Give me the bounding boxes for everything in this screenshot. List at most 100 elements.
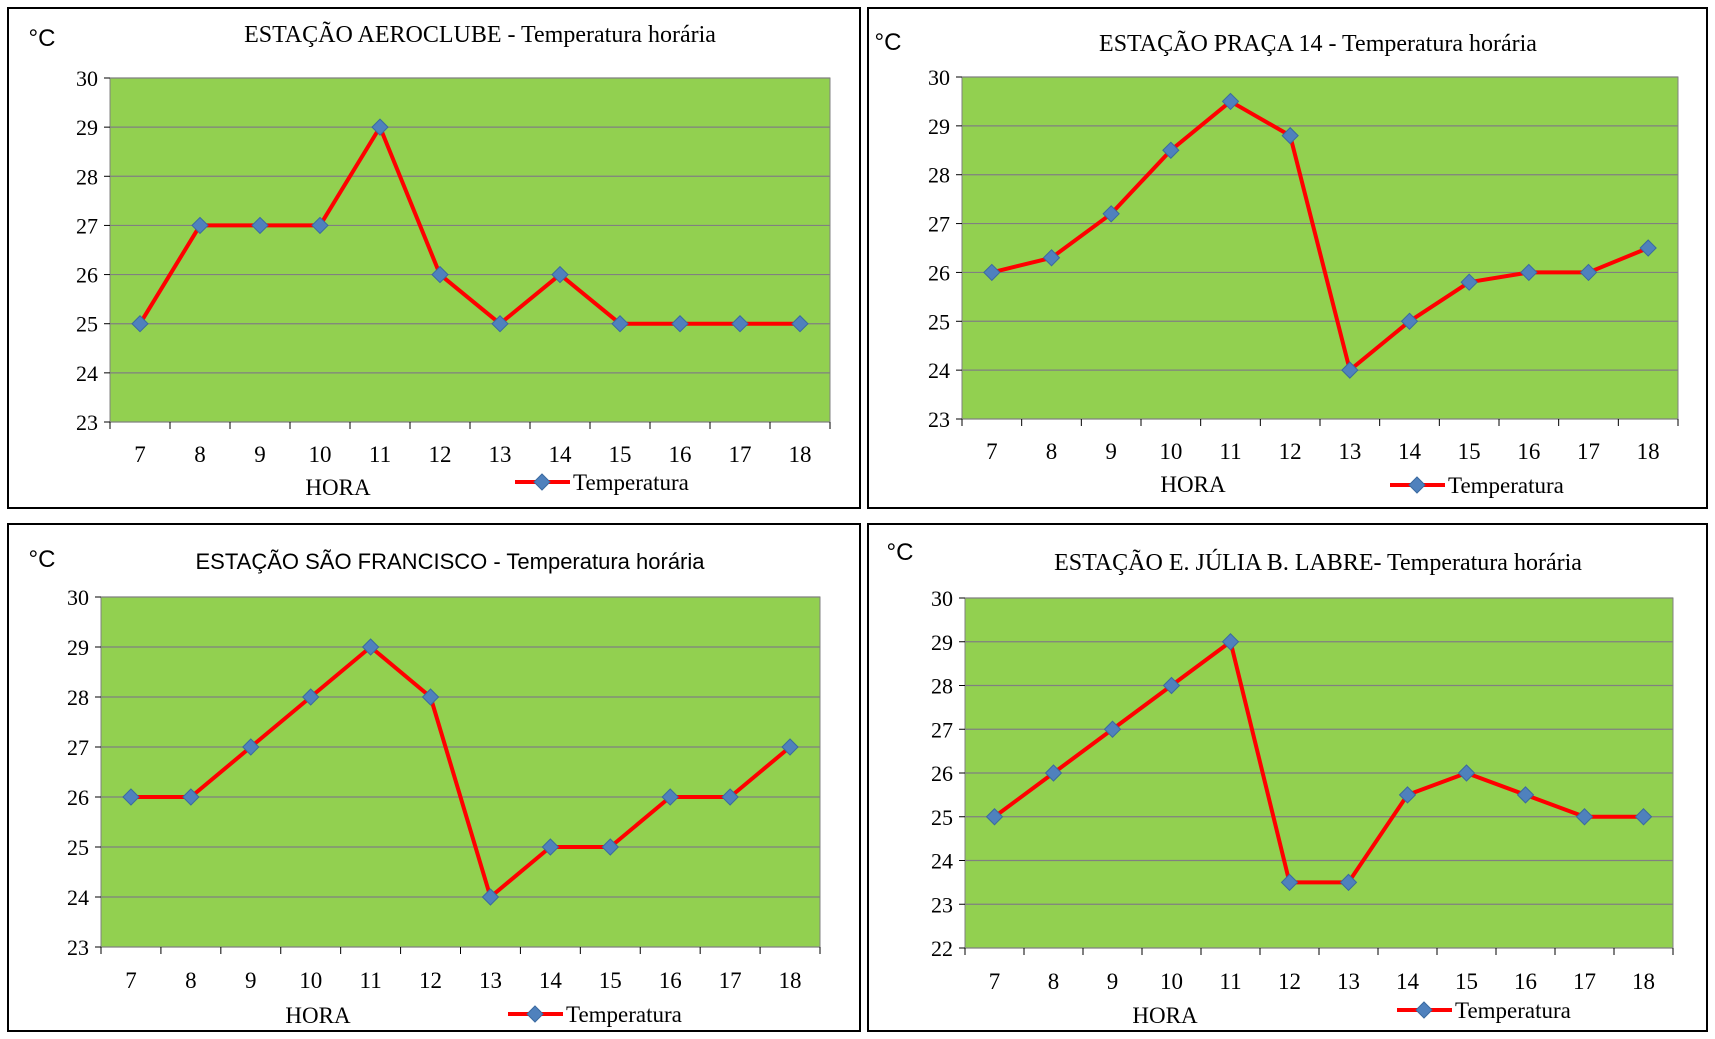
x-tick-label: 12 <box>429 442 452 467</box>
x-tick-label: 16 <box>1514 969 1537 994</box>
x-axis-title: HORA <box>1132 1003 1198 1028</box>
data-point <box>302 688 320 706</box>
y-tick-label: 25 <box>928 309 950 334</box>
data-point <box>541 838 560 856</box>
y-tick-label: 23 <box>67 935 89 960</box>
x-tick-label: 11 <box>360 968 382 993</box>
data-point <box>1341 361 1359 379</box>
y-tick-label: 30 <box>67 585 89 610</box>
legend: Temperatura <box>515 470 689 495</box>
legend-label: Temperatura <box>566 1002 682 1027</box>
data-point <box>191 216 209 235</box>
data-point <box>1280 873 1299 892</box>
x-tick-label: 9 <box>254 442 266 467</box>
x-tick-label: 12 <box>419 968 442 993</box>
data-point <box>1281 126 1299 145</box>
data-point <box>251 216 269 235</box>
x-tick-label: 14 <box>539 968 563 993</box>
y-tick-label: 24 <box>931 849 953 874</box>
chart-julia-labre: 22 23 24 25 26 27 28 29 30 7 8 9 10 11 12 13 14 15 16 17 18 E… <box>867 523 1708 1032</box>
y-axis-unit: °C <box>875 29 902 56</box>
legend: Temperatura <box>1390 473 1564 498</box>
x-tick-label: 14 <box>1396 969 1420 994</box>
data-point <box>721 788 739 806</box>
x-tick-label: 7 <box>134 442 146 467</box>
chart-title: ESTAÇÃO PRAÇA 14 - Temperatura horária <box>1099 31 1537 57</box>
legend-label: Temperatura <box>1455 998 1571 1023</box>
data-point <box>781 738 799 756</box>
x-tick-label: 11 <box>1219 439 1241 464</box>
x-axis-title: HORA <box>285 1003 351 1028</box>
data-point <box>1520 263 1538 282</box>
data-point <box>611 315 629 333</box>
x-tick-label: 18 <box>1637 439 1660 464</box>
data-point <box>985 808 1004 826</box>
x-tick-label: 10 <box>309 442 332 467</box>
legend-marker-swatch <box>1415 1001 1433 1019</box>
y-tick-label: 23 <box>76 410 98 435</box>
y-axis-unit: °C <box>29 546 56 573</box>
chart-sao-francisco: 23 24 25 26 27 28 29 30 7 8 9 10 11 12 13 14 15 16 17 18 EST… <box>7 523 861 1032</box>
data-point <box>1460 273 1478 291</box>
y-tick-label: 24 <box>76 361 98 386</box>
x-tick-label: 13 <box>1337 969 1360 994</box>
x-tick-label: 8 <box>194 442 206 467</box>
x-tick-label: 14 <box>549 442 573 467</box>
data-point <box>371 118 389 136</box>
data-point <box>1398 786 1417 804</box>
y-tick-label: 28 <box>931 674 953 699</box>
legend-label: Temperatura <box>1448 473 1564 498</box>
plot-area <box>100 596 821 948</box>
x-axis-title: HORA <box>1160 472 1226 497</box>
y-tick-label: 27 <box>931 717 953 742</box>
x-tick-label: 12 <box>1279 439 1302 464</box>
x-tick-label: 17 <box>719 968 742 993</box>
y-tick-label: 25 <box>67 835 89 860</box>
y-tick-label: 30 <box>931 586 953 611</box>
y-tick-label: 29 <box>76 115 98 140</box>
y-tick-label: 27 <box>928 212 950 237</box>
legend-marker-swatch <box>1408 476 1426 494</box>
x-tick-label: 7 <box>989 969 1001 994</box>
x-tick-label: 15 <box>1455 969 1478 994</box>
data-point <box>1457 764 1476 782</box>
x-tick-label: 10 <box>1159 439 1182 464</box>
x-tick-label: 7 <box>125 968 137 993</box>
x-tick-label: 10 <box>1160 969 1183 994</box>
x-tick-label: 16 <box>669 442 692 467</box>
y-tick-label: 23 <box>931 892 953 917</box>
x-tick-label: 17 <box>729 442 752 467</box>
y-tick-label: 27 <box>67 735 89 760</box>
x-tick-label: 14 <box>1398 439 1422 464</box>
x-tick-label: 18 <box>779 968 802 993</box>
y-tick-label: 25 <box>76 312 98 337</box>
series-line-temperatura <box>991 99 1649 373</box>
data-point <box>242 738 260 756</box>
y-tick-label: 28 <box>67 685 89 710</box>
data-point <box>1221 92 1240 111</box>
x-tick-label: 15 <box>599 968 622 993</box>
data-point <box>1162 141 1180 159</box>
y-tick-label: 24 <box>67 885 89 910</box>
data-point <box>601 838 619 856</box>
data-point <box>661 788 679 806</box>
data-point <box>1162 676 1181 695</box>
data-point <box>1339 873 1358 892</box>
x-tick-label: 10 <box>299 968 322 993</box>
data-point <box>1400 312 1419 330</box>
chart-praca-14: 23 24 25 26 27 28 29 30 7 8 9 10 11 12 13 14 15 16 17 18 EST… <box>867 7 1708 509</box>
data-point <box>1516 786 1535 804</box>
data-point <box>1102 205 1120 223</box>
data-point <box>983 263 1001 282</box>
y-axis-unit: °C <box>887 539 914 566</box>
data-point <box>361 638 380 656</box>
data-point <box>1221 633 1240 651</box>
data-point <box>1103 720 1122 738</box>
y-tick-label: 29 <box>67 635 89 660</box>
x-axis-title: HORA <box>305 475 371 500</box>
chart-title: ESTAÇÃO SÃO FRANCISCO - Temperatura horá… <box>196 549 706 574</box>
y-tick-label: 25 <box>931 805 953 830</box>
x-tick-label: 13 <box>479 968 502 993</box>
data-point <box>1634 808 1653 826</box>
